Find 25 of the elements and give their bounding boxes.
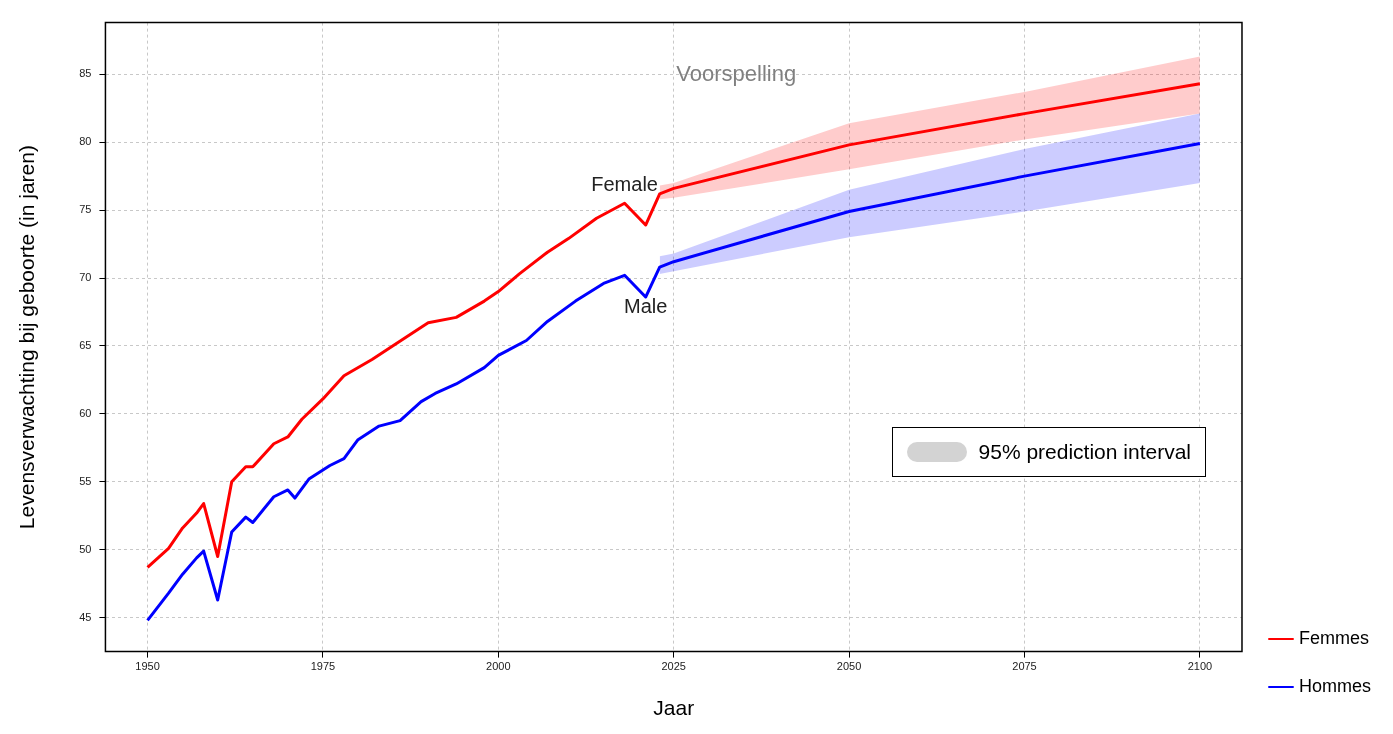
annotation: Male [623,294,668,317]
y-tick-label: 55 [79,474,92,487]
y-tick-label: 50 [79,542,92,555]
legend-label: Femmes [1298,627,1370,648]
x-tick-label: 2025 [661,660,686,673]
x-axis-title: Jaar [653,696,695,720]
y-tick-label: 75 [79,203,92,216]
x-tick-label: 1950 [135,660,160,673]
y-tick-label: 85 [79,67,92,80]
y-tick-label: 80 [79,135,92,148]
y-tick-label: 65 [79,338,92,351]
legend-label: Hommes [1298,675,1372,696]
x-tick-label: 2100 [1187,660,1213,673]
x-tick-label: 1975 [310,660,336,673]
x-tick-label: 2050 [836,660,862,673]
annotation: 95% prediction interval [978,439,1191,464]
x-tick-label: 2000 [486,660,511,673]
y-tick-label: 45 [79,610,92,623]
annotation: Female [591,172,658,195]
x-tick-label: 2075 [1012,660,1037,673]
key-box: 95% prediction interval [891,426,1206,477]
y-axis-title: Levensverwachting bij geboorte (in jaren) [15,145,39,530]
y-tick-label: 70 [79,271,92,284]
annotation: Voorspelling [676,60,797,86]
y-tick-label: 60 [79,406,92,419]
